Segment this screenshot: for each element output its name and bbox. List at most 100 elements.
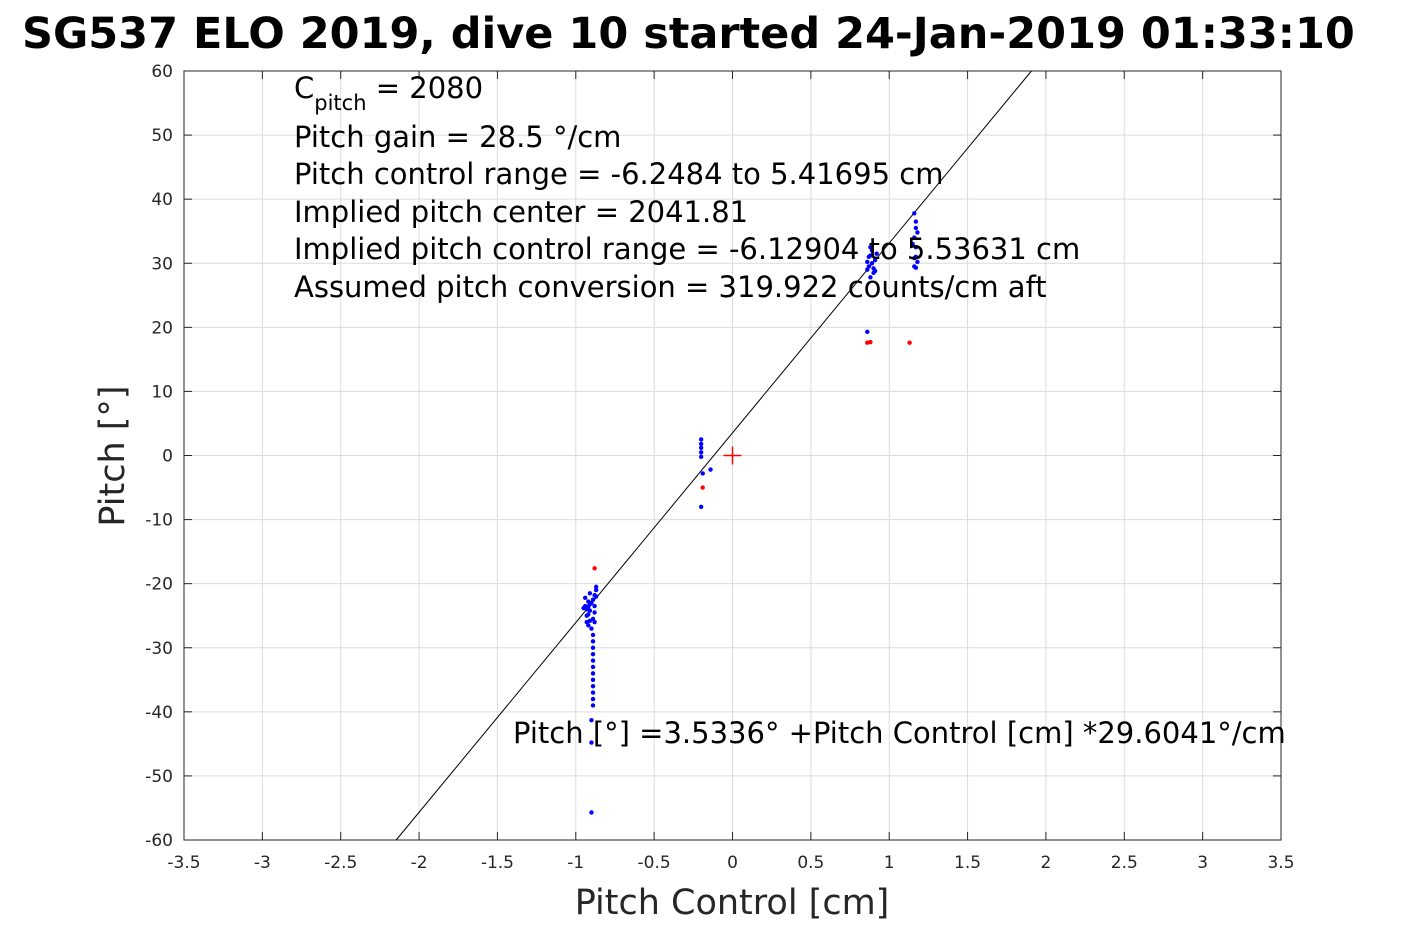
x-tick-label: 0: [727, 853, 738, 873]
data-point-blue: [592, 610, 597, 615]
data-point-blue: [589, 717, 594, 723]
annotation-cpitch: Cpitch = 2080: [294, 71, 483, 115]
x-tick-label: 0.5: [797, 853, 824, 873]
data-point-blue: [590, 664, 596, 670]
data-point-blue: [590, 645, 596, 650]
data-point-blue: [913, 245, 919, 250]
y-tick-label: -20: [145, 575, 173, 595]
data-point-blue: [869, 248, 875, 253]
annotation-fit-equation: Pitch [°] =3.5336° +Pitch Control [cm] *…: [513, 716, 1286, 750]
data-point-blue: [587, 618, 593, 624]
data-point-blue: [708, 467, 713, 472]
annotation-cpitch-symbol: C: [294, 71, 314, 105]
data-point-blue: [913, 225, 919, 231]
y-tick-label: -50: [145, 767, 173, 787]
x-tick-label: -0.5: [638, 853, 671, 873]
regression-fit-line: [395, 70, 1032, 841]
y-axis-label: Pitch [°]: [93, 385, 133, 526]
data-point-blue: [913, 265, 919, 270]
x-tick-label: 3.5: [1267, 853, 1294, 873]
annotation-cpitch-value: = 2080: [367, 71, 484, 105]
x-tick-label: -1: [567, 853, 584, 873]
data-point-blue: [865, 259, 870, 265]
data-point-blue: [866, 264, 872, 269]
y-tick-label: 50: [151, 126, 173, 146]
annotation-cpitch-subscript: pitch: [314, 91, 366, 115]
data-point-blue: [581, 605, 586, 611]
data-point-blue: [912, 211, 917, 216]
data-point-blue: [593, 587, 599, 593]
data-point-blue: [869, 261, 875, 266]
x-tick-label: 1.5: [954, 853, 981, 873]
grid-lines: [183, 70, 1282, 841]
data-point-blue: [590, 658, 596, 663]
annotation-implied-pitch-control-range: Implied pitch control range = -6.12904 t…: [294, 232, 1080, 266]
x-tick-label: -3.5: [167, 853, 200, 873]
y-tick-label: -30: [145, 639, 173, 659]
x-tick-label: 3: [1197, 853, 1208, 873]
axis-ticks: [183, 70, 1282, 841]
data-point-blue: [587, 591, 593, 596]
data-point-blue: [698, 441, 704, 447]
y-tick-label: 20: [151, 318, 173, 338]
data-point-blue: [590, 677, 596, 682]
data-point-blue: [590, 696, 596, 702]
data-points: [581, 211, 920, 815]
annotation-assumed-pitch-conversion: Assumed pitch conversion = 319.922 count…: [294, 270, 1047, 304]
data-point-blue: [582, 595, 588, 600]
data-point-blue: [698, 454, 704, 459]
data-point-blue: [590, 684, 596, 689]
data-point-blue: [586, 604, 591, 609]
annotation-pitch-gain: Pitch gain = 28.5 °/cm: [294, 120, 621, 154]
data-point-red: [868, 339, 873, 345]
data-point-blue: [592, 619, 597, 625]
y-tick-label: -60: [145, 831, 173, 851]
data-point-blue: [912, 255, 917, 261]
data-point-red: [907, 340, 912, 345]
data-point-blue: [589, 740, 594, 745]
x-tick-label: -3: [254, 853, 271, 873]
data-point-red: [700, 485, 705, 490]
data-point-blue: [589, 810, 594, 815]
data-point-blue: [865, 329, 870, 335]
data-point-blue: [910, 241, 915, 247]
data-point-blue: [593, 594, 599, 599]
data-point-blue: [589, 626, 594, 631]
center-marker: [723, 446, 742, 465]
data-point-blue: [698, 437, 704, 442]
data-point-blue: [698, 504, 704, 509]
data-point-blue: [590, 597, 596, 602]
y-tick-label: 0: [162, 447, 173, 467]
data-point-blue: [698, 445, 704, 451]
data-point-blue: [590, 671, 596, 676]
fit-line-group: [395, 70, 1032, 841]
data-point-blue: [868, 275, 873, 280]
data-point-blue: [586, 612, 591, 617]
data-point-blue: [912, 235, 917, 240]
data-point-blue: [590, 690, 596, 695]
annotation-implied-pitch-center: Implied pitch center = 2041.81: [294, 195, 748, 229]
data-point-blue: [587, 608, 593, 613]
y-tick-label: 40: [151, 190, 173, 210]
x-tick-label: -1.5: [481, 853, 514, 873]
x-tick-label: -2.5: [324, 853, 357, 873]
y-tick-label: 60: [151, 62, 173, 82]
y-tick-label: 10: [151, 382, 173, 402]
data-point-blue: [700, 471, 705, 476]
x-tick-label: -2: [411, 853, 428, 873]
data-point-blue: [698, 450, 704, 455]
data-point-blue: [872, 268, 878, 274]
data-point-blue: [590, 703, 596, 708]
data-point-blue: [868, 253, 873, 258]
x-tick-label: 1: [884, 853, 895, 873]
data-point-blue: [872, 257, 878, 263]
data-point-blue: [590, 639, 596, 644]
x-tick-label: 2: [1041, 853, 1052, 873]
data-point-blue: [915, 259, 920, 265]
annotation-pitch-control-range: Pitch control range = -6.2484 to 5.41695…: [294, 157, 943, 191]
data-point-blue: [590, 651, 596, 657]
y-tick-label: 30: [151, 254, 173, 274]
calibration-annotations: Cpitch = 2080 Pitch gain = 28.5 °/cm Pit…: [294, 71, 1286, 750]
data-point-blue: [592, 603, 597, 609]
